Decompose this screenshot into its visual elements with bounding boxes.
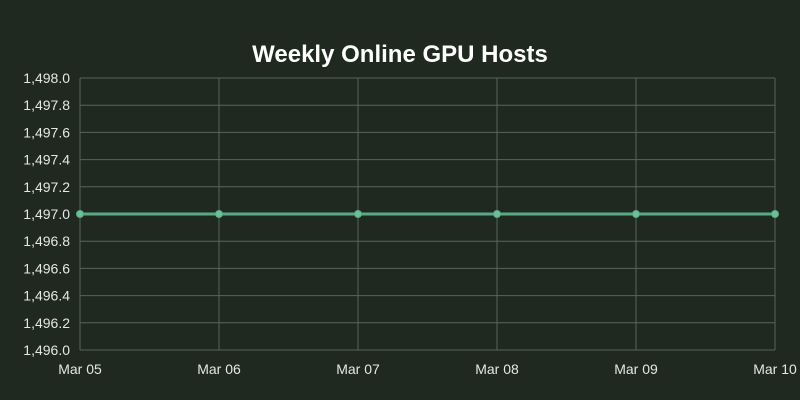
data-point[interactable]	[354, 210, 362, 218]
x-tick-label: Mar 10	[753, 361, 797, 377]
y-tick-label: 1,497.8	[23, 97, 70, 113]
y-tick-label: 1,496.0	[23, 342, 70, 358]
y-axis: 1,496.0 1,496.2 1,496.4 1,496.6 1,496.8 1,497…	[23, 70, 70, 358]
y-tick-label: 1,496.8	[23, 233, 70, 249]
data-point[interactable]	[632, 210, 640, 218]
data-point[interactable]	[215, 210, 223, 218]
data-point[interactable]	[76, 210, 84, 218]
x-tick-label: Mar 09	[614, 361, 658, 377]
chart-title: Weekly Online GPU Hosts	[252, 41, 548, 68]
y-tick-label: 1,498.0	[23, 70, 70, 86]
y-tick-label: 1,497.0	[23, 206, 70, 222]
y-tick-label: 1,497.2	[23, 179, 70, 195]
x-tick-label: Mar 06	[197, 361, 241, 377]
series-layer	[76, 210, 779, 218]
y-tick-label: 1,496.4	[23, 288, 70, 304]
y-tick-label: 1,496.6	[23, 260, 70, 276]
data-point[interactable]	[493, 210, 501, 218]
data-point[interactable]	[771, 210, 779, 218]
x-axis: Mar 05 Mar 06 Mar 07 Mar 08 Mar 09 Mar 10	[58, 361, 797, 377]
y-tick-label: 1,496.2	[23, 315, 70, 331]
y-tick-label: 1,497.4	[23, 152, 70, 168]
x-tick-label: Mar 07	[336, 361, 380, 377]
x-tick-label: Mar 05	[58, 361, 102, 377]
y-tick-label: 1,497.6	[23, 124, 70, 140]
x-tick-label: Mar 08	[475, 361, 519, 377]
